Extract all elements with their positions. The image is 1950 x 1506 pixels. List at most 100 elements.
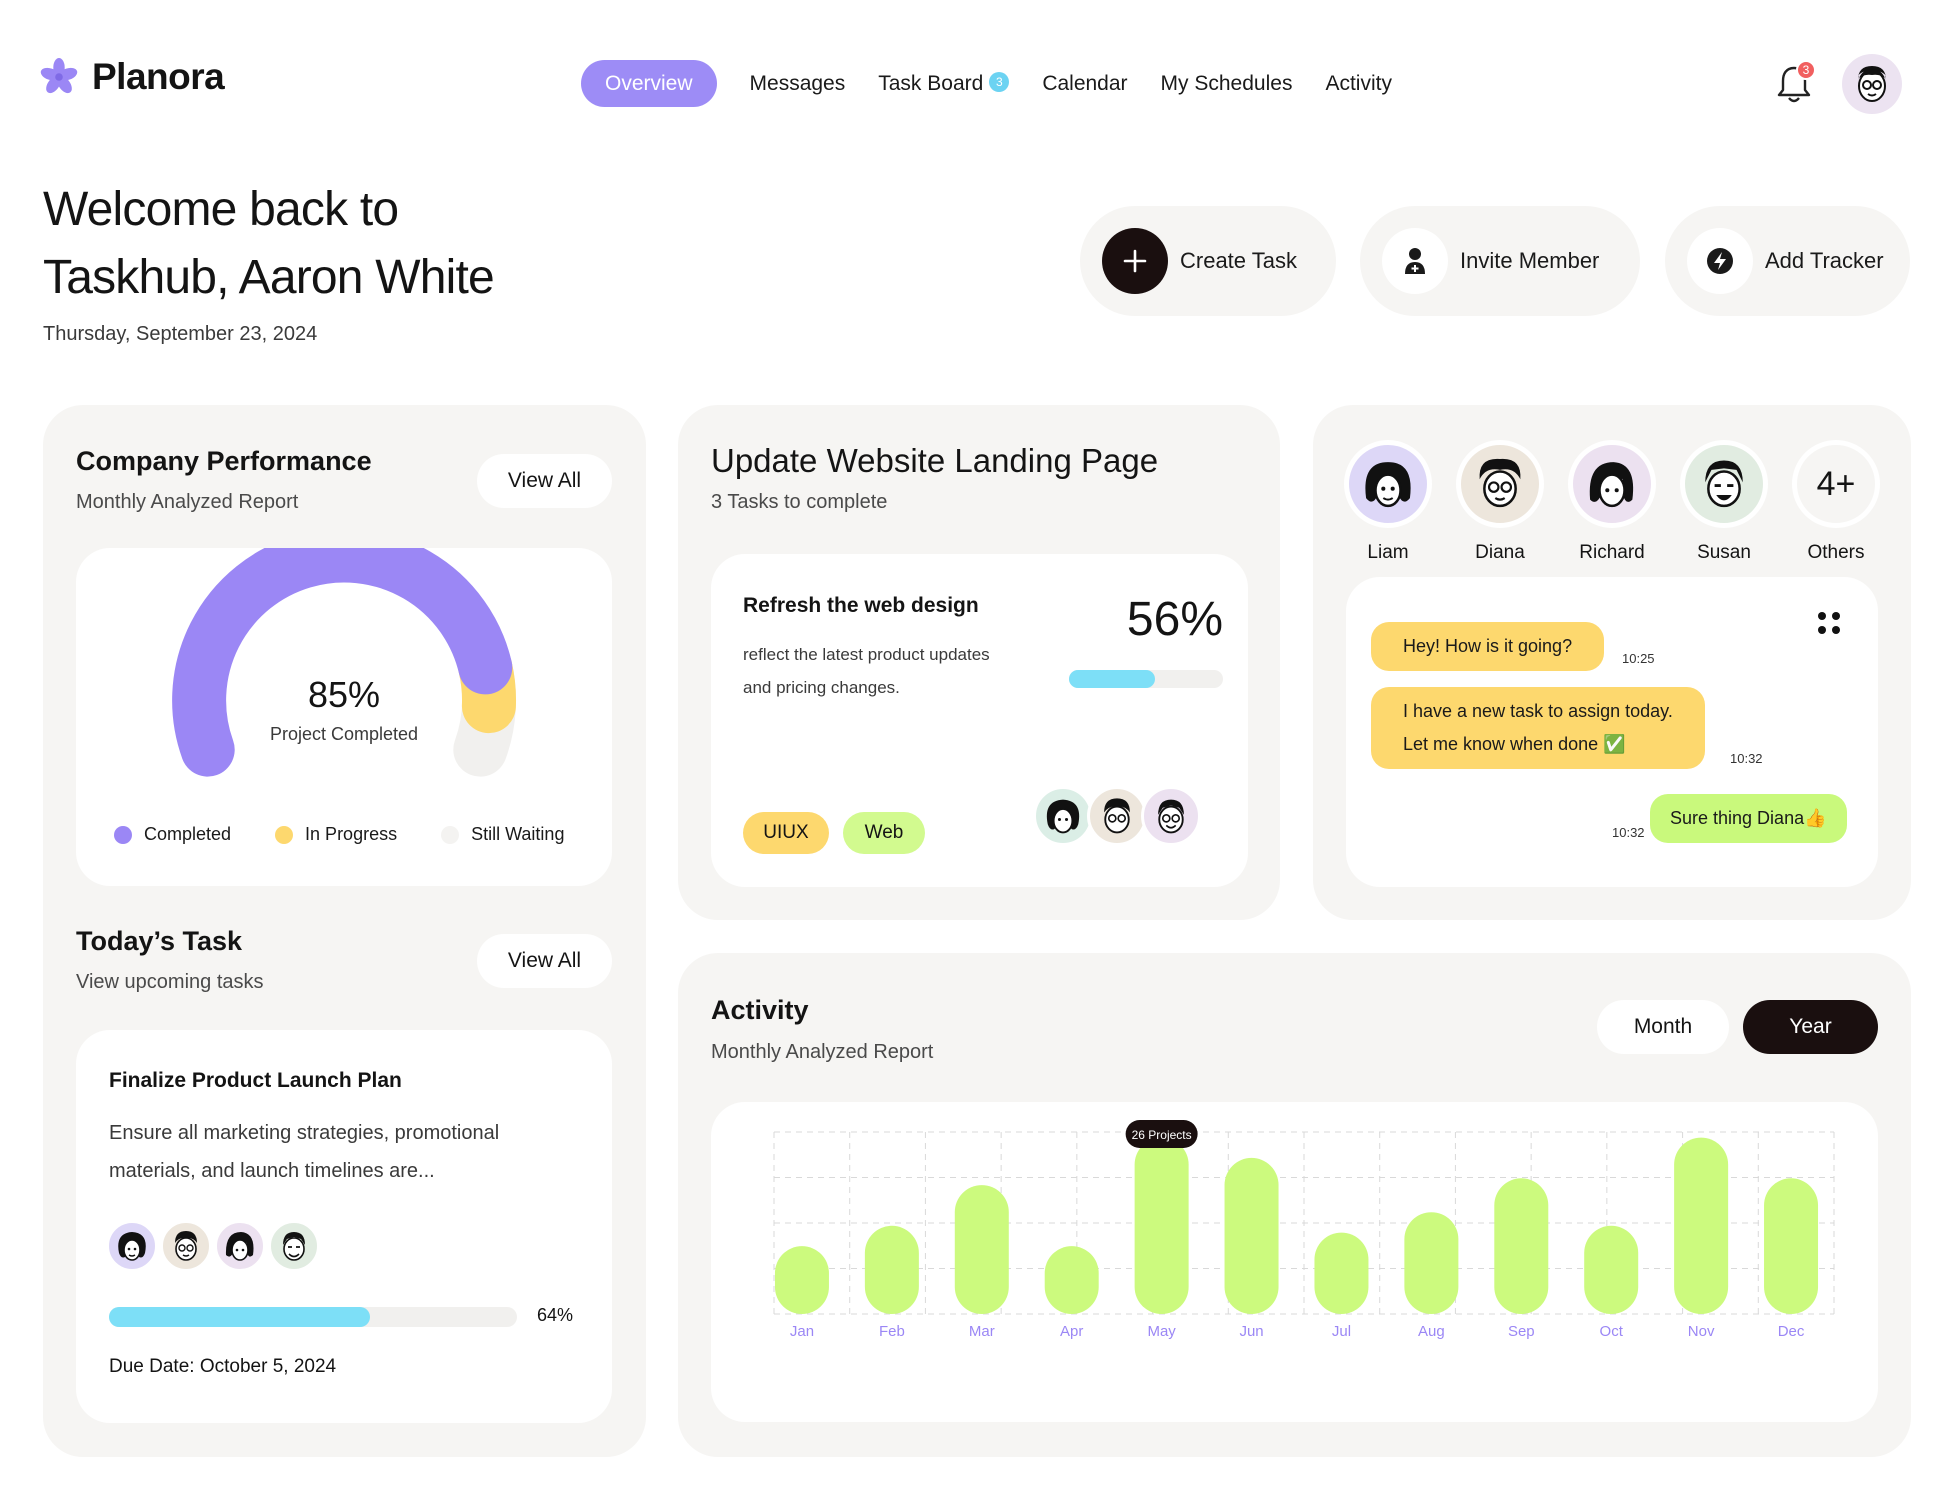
member-diana[interactable]: Diana — [1447, 440, 1553, 564]
legend-completed-label: Completed — [144, 824, 232, 844]
more-dots-icon[interactable] — [1817, 611, 1843, 637]
chat-panel: Hey! How is it going? 10:25 I have a new… — [1346, 577, 1878, 887]
performance-gauge — [172, 548, 516, 777]
today-task-assignees — [106, 1220, 320, 1272]
plus-icon — [1102, 228, 1168, 294]
chat-message-1: Hey! How is it going? — [1371, 622, 1605, 671]
today-task-desc-line-1: Ensure all marketing strategies, promoti… — [109, 1122, 500, 1144]
bar-aug[interactable] — [1404, 1212, 1459, 1314]
activity-chart-panel: Jan Feb Mar Apr May Jun Jul Aug Sep Oct Nov Dec 26 … — [711, 1102, 1878, 1422]
chat-time-2: 10:32 — [1730, 751, 1763, 766]
today-task-progress-fill — [109, 1307, 371, 1327]
flower-logo-icon — [40, 58, 78, 94]
project-progress-fill — [1069, 670, 1156, 688]
create-task-label: Create Task — [1180, 248, 1297, 273]
today-view-all-button[interactable]: View All — [477, 934, 612, 988]
notifications-button[interactable]: 3 — [1774, 60, 1816, 106]
tick-label-feb: Feb — [879, 1323, 905, 1340]
toggle-year-label: Year — [1789, 1015, 1832, 1038]
project-task-description: reflect the latest product updates and p… — [743, 638, 990, 704]
nav-calendar-label: Calendar — [1042, 71, 1128, 95]
bar-dec[interactable] — [1764, 1178, 1819, 1314]
add-tracker-button[interactable]: Add Tracker — [1665, 206, 1910, 316]
welcome-line-2: Taskhub, Aaron White — [43, 251, 495, 304]
performance-subtitle: Monthly Analyzed Report — [76, 491, 299, 513]
tag-web-label: Web — [864, 822, 904, 843]
tick-label-jan: Jan — [790, 1323, 814, 1340]
performance-view-all-button[interactable]: View All — [477, 454, 612, 508]
tag-web[interactable]: Web — [843, 812, 925, 854]
project-task-desc-line-2: and pricing changes. — [743, 678, 900, 697]
user-avatar[interactable] — [1842, 54, 1902, 114]
performance-caption: Project Completed — [269, 724, 419, 744]
bar-jul[interactable] — [1314, 1232, 1369, 1314]
bar-may[interactable] — [1134, 1137, 1189, 1314]
project-task-desc-line-1: reflect the latest product updates — [743, 645, 990, 664]
today-task-card[interactable]: Finalize Product Launch Plan Ensure all … — [76, 1030, 612, 1423]
current-date: Thursday, September 23, 2024 — [43, 323, 318, 345]
tick-label-oct: Oct — [1600, 1323, 1624, 1340]
invite-member-button[interactable]: Invite Member — [1360, 206, 1640, 316]
create-task-button[interactable]: Create Task — [1080, 206, 1336, 316]
tag-uiux[interactable]: UIUX — [743, 812, 829, 854]
chat-message-1-text: Hey! How is it going? — [1403, 636, 1573, 656]
user-face-icon — [1858, 66, 1886, 102]
project-task-name: Refresh the web design — [743, 594, 979, 617]
assignee-avatar — [268, 1220, 320, 1272]
bar-feb[interactable] — [864, 1225, 919, 1314]
bar-nov[interactable] — [1674, 1137, 1729, 1314]
chat-message-2-line-1: I have a new task to assign today. — [1403, 701, 1673, 721]
tick-label-jul: Jul — [1332, 1323, 1351, 1340]
tick-label-jun: Jun — [1239, 1323, 1263, 1340]
chat-time-3: 10:32 — [1612, 825, 1645, 840]
bar-jan[interactable] — [774, 1246, 829, 1314]
gauge-completed-segment — [172, 548, 513, 777]
project-subtitle: 3 Tasks to complete — [711, 491, 888, 513]
tick-label-apr: Apr — [1060, 1323, 1083, 1340]
chart-tooltip: 26 Projects — [1125, 1120, 1198, 1148]
bar-mar[interactable] — [954, 1185, 1009, 1314]
bar-oct[interactable] — [1584, 1225, 1639, 1314]
assignee-avatar — [1033, 786, 1093, 846]
member-name: Diana — [1475, 542, 1525, 563]
tooltip-label: 26 Projects — [1132, 1128, 1192, 1142]
nav-overview[interactable]: Overview — [581, 60, 717, 107]
project-title: Update Website Landing Page — [711, 442, 1159, 479]
member-others[interactable]: 4+ Others — [1783, 440, 1889, 564]
welcome-line-1: Welcome back to — [43, 183, 399, 236]
nav-messages[interactable]: Messages — [750, 72, 846, 96]
member-richard[interactable]: Richard — [1559, 440, 1665, 564]
nav-task-board-label: Task Board — [878, 71, 984, 95]
tick-label-mar: Mar — [969, 1323, 995, 1340]
nav-messages-label: Messages — [749, 71, 846, 95]
bar-jun[interactable] — [1224, 1157, 1279, 1314]
diana-avatar-icon — [1456, 440, 1544, 528]
legend-in-progress-label: In Progress — [305, 824, 398, 844]
add-tracker-label: Add Tracker — [1765, 248, 1884, 273]
nav-activity[interactable]: Activity — [1325, 72, 1392, 96]
assignee-avatar — [160, 1220, 212, 1272]
chat-message-2: I have a new task to assign today. Let m… — [1371, 687, 1705, 769]
nav-calendar[interactable]: Calendar — [1042, 72, 1127, 96]
project-percent: 56% — [1126, 593, 1223, 646]
bar-sep[interactable] — [1494, 1178, 1549, 1314]
today-task-title: Today’s Task — [76, 926, 243, 956]
brand-logo[interactable]: Planora — [40, 56, 225, 98]
tick-label-may: May — [1147, 1323, 1176, 1340]
member-susan[interactable]: Susan — [1671, 440, 1777, 564]
nav-my-schedules-label: My Schedules — [1160, 71, 1293, 95]
nav-my-schedules[interactable]: My Schedules — [1161, 72, 1293, 96]
nav-task-board[interactable]: Task Board 3 — [878, 71, 1010, 96]
toggle-month[interactable]: Month — [1597, 1000, 1729, 1054]
project-task-panel[interactable]: Refresh the web design reflect the lates… — [711, 554, 1248, 887]
member-name: Richard — [1579, 542, 1645, 563]
today-task-due-date: Due Date: October 5, 2024 — [109, 1356, 337, 1377]
legend-still-waiting: Still Waiting — [441, 824, 564, 845]
toggle-year[interactable]: Year — [1743, 1000, 1878, 1054]
member-liam[interactable]: Liam — [1335, 440, 1441, 564]
bar-apr[interactable] — [1044, 1246, 1099, 1314]
tag-uiux-label: UIUX — [763, 822, 809, 843]
assignee-avatar — [214, 1220, 266, 1272]
today-task-progress-label: 64% — [537, 1305, 574, 1325]
legend-still-waiting-swatch — [441, 825, 460, 844]
